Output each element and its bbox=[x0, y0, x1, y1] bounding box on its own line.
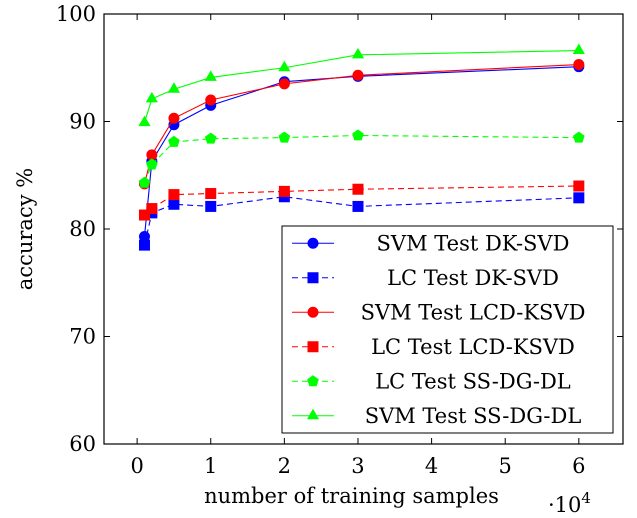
x-tick-label: 3 bbox=[351, 454, 364, 478]
x-axis-label: number of training samples bbox=[204, 484, 499, 508]
data-point bbox=[138, 209, 150, 221]
data-point bbox=[205, 188, 217, 200]
legend-label: SVM Test LCD-KSVD bbox=[361, 300, 586, 324]
data-point bbox=[278, 185, 290, 197]
x-tick-label: 0 bbox=[130, 454, 143, 478]
legend-marker bbox=[306, 408, 320, 420]
x-tick-label: 6 bbox=[572, 454, 585, 478]
data-point bbox=[167, 82, 181, 93]
y-tick-label: 70 bbox=[69, 325, 96, 349]
legend-marker bbox=[307, 272, 319, 284]
legend: SVM Test DK-SVD LC Test DK-SVD SVM Test LC… bbox=[281, 225, 614, 434]
series-line bbox=[143, 50, 579, 123]
data-point bbox=[145, 91, 158, 103]
series-1 bbox=[138, 61, 585, 243]
series-5 bbox=[138, 129, 585, 188]
legend-label: LC Test LCD-KSVD bbox=[371, 335, 575, 359]
data-point bbox=[573, 131, 585, 143]
data-point bbox=[352, 129, 364, 141]
data-point bbox=[146, 158, 158, 170]
data-point bbox=[204, 132, 217, 144]
y-tick-label: 60 bbox=[69, 432, 96, 456]
legend-label: LC Test DK-SVD bbox=[387, 266, 559, 290]
y-tick-label: 80 bbox=[69, 217, 96, 241]
data-point bbox=[351, 47, 365, 59]
data-point bbox=[278, 60, 291, 72]
x-axis-multiplier-base: ·10 bbox=[548, 493, 581, 517]
legend-item: LC Test DK-SVD bbox=[292, 266, 559, 290]
data-point bbox=[138, 115, 151, 127]
legend-marker bbox=[307, 375, 319, 387]
data-point bbox=[352, 183, 364, 195]
legend-marker bbox=[307, 237, 319, 249]
legend-item: SVM Test DK-SVD bbox=[292, 231, 569, 255]
legend-marker bbox=[307, 341, 319, 353]
data-point bbox=[168, 135, 180, 147]
data-point bbox=[573, 180, 585, 192]
legend-item: LC Test SS-DG-DL bbox=[292, 369, 571, 393]
data-point bbox=[205, 200, 217, 212]
x-tick-label: 5 bbox=[499, 454, 512, 478]
y-tick-label: 90 bbox=[69, 110, 96, 134]
data-point bbox=[278, 78, 290, 90]
legend-item: SVM Test SS-DG-DL bbox=[292, 404, 581, 428]
legend-label: LC Test SS-DG-DL bbox=[375, 369, 571, 393]
series-4 bbox=[138, 180, 585, 221]
legend-label: SVM Test SS-DG-DL bbox=[365, 404, 582, 428]
data-point bbox=[278, 131, 291, 143]
data-point bbox=[146, 149, 158, 161]
data-point bbox=[138, 176, 151, 188]
plot-area bbox=[103, 13, 624, 445]
data-point bbox=[573, 59, 585, 71]
legend-item: LC Test LCD-KSVD bbox=[292, 335, 575, 359]
data-point bbox=[205, 94, 217, 106]
x-axis-multiplier: ·104 bbox=[548, 489, 591, 517]
data-point bbox=[204, 70, 217, 81]
data-point bbox=[138, 239, 150, 251]
x-tick-label: 1 bbox=[204, 454, 217, 478]
legend-item: SVM Test LCD-KSVD bbox=[292, 300, 585, 324]
data-point bbox=[572, 43, 585, 55]
data-point bbox=[146, 203, 158, 215]
series-line bbox=[143, 63, 579, 184]
data-point bbox=[352, 69, 364, 81]
data-point bbox=[168, 189, 180, 201]
data-point bbox=[168, 198, 180, 210]
x-tick-label: 4 bbox=[425, 454, 438, 478]
x-axis-multiplier-exponent: 4 bbox=[581, 489, 591, 507]
series-6 bbox=[138, 43, 585, 127]
legend-marker bbox=[307, 306, 319, 318]
data-point bbox=[352, 200, 364, 212]
data-point bbox=[168, 112, 180, 124]
data-point bbox=[573, 192, 585, 204]
tick-labels: 0 1 2 3 4 5 6 60 70 80 90 100 bbox=[56, 2, 586, 478]
y-tick-label: 100 bbox=[56, 2, 96, 26]
series-layer bbox=[138, 43, 585, 251]
y-axis-label: accuracy % bbox=[13, 168, 37, 290]
legend-box bbox=[281, 225, 614, 434]
x-tick-label: 2 bbox=[278, 454, 291, 478]
legend-label: SVM Test DK-SVD bbox=[377, 231, 570, 255]
